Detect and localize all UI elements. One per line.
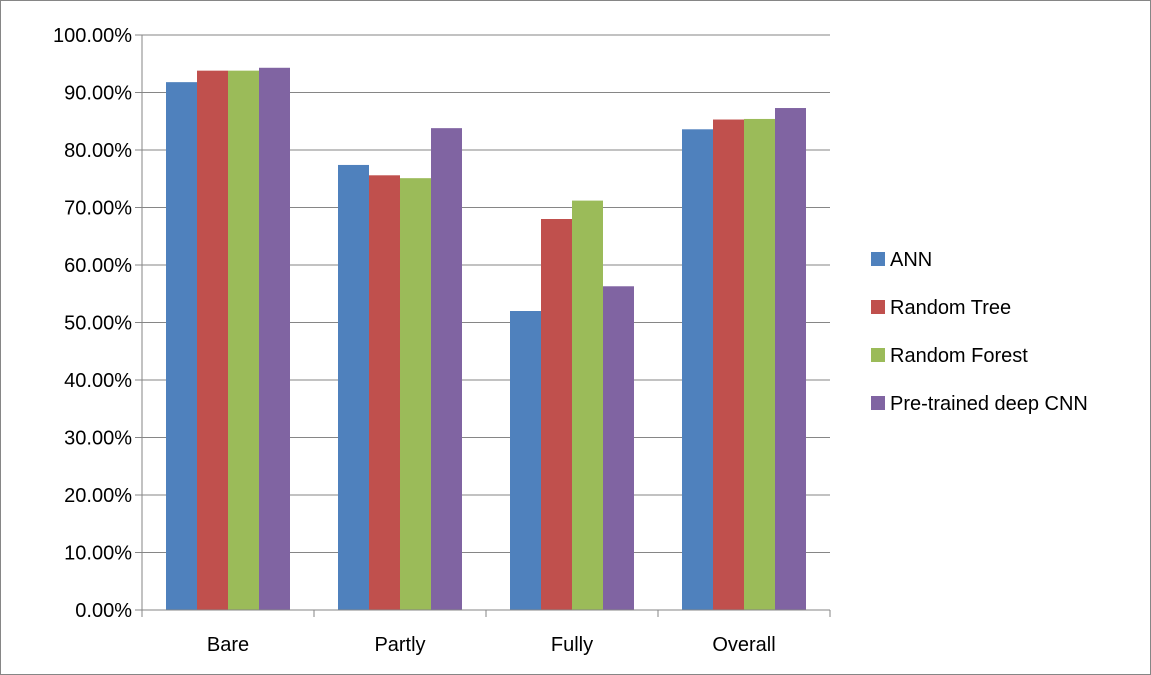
legend-label: Pre-trained deep CNN bbox=[890, 393, 1088, 415]
bar-random-forest-fully bbox=[572, 200, 603, 610]
legend-label: ANN bbox=[890, 249, 932, 271]
legend-swatch bbox=[871, 396, 885, 410]
y-tick-label: 70.00% bbox=[64, 198, 132, 220]
bar-pre-trained-deep-cnn-overall bbox=[775, 108, 806, 611]
legend-swatch bbox=[871, 300, 885, 314]
bar-random-tree-partly bbox=[369, 175, 400, 611]
y-tick-label: 10.00% bbox=[64, 543, 132, 565]
bar-ann-bare bbox=[166, 82, 197, 610]
bar-random-forest-overall bbox=[744, 118, 775, 610]
x-tick-label: Fully bbox=[551, 634, 593, 656]
y-tick-label: 40.00% bbox=[64, 370, 132, 392]
legend-label: Random Forest bbox=[890, 345, 1028, 367]
x-tick-label: Overall bbox=[712, 634, 775, 656]
y-tick-label: 100.00% bbox=[53, 25, 132, 47]
y-tick-label: 50.00% bbox=[64, 313, 132, 335]
x-tick-label: Partly bbox=[374, 634, 425, 656]
bar-random-forest-partly bbox=[400, 178, 431, 611]
y-tick-label: 90.00% bbox=[64, 83, 132, 105]
bar-random-forest-bare bbox=[228, 70, 259, 610]
y-tick-label: 20.00% bbox=[64, 485, 132, 507]
bar-ann-partly bbox=[338, 164, 369, 610]
y-tick-label: 0.00% bbox=[75, 600, 132, 622]
x-tick-label: Bare bbox=[207, 634, 249, 656]
y-tick-label: 30.00% bbox=[64, 428, 132, 450]
legend-swatch bbox=[871, 348, 885, 362]
y-axis-ticks: 0.00% 10.00% 20.00% 30.00% 40.00% 50.00% 60.00… bbox=[53, 25, 142, 622]
y-tick-label: 60.00% bbox=[64, 255, 132, 277]
x-axis-ticks: Bare Partly Fully Overall bbox=[141, 610, 831, 656]
bar-pre-trained-deep-cnn-bare bbox=[259, 67, 290, 610]
bar-random-tree-bare bbox=[197, 70, 228, 610]
bar-ann-fully bbox=[510, 311, 541, 610]
y-tick-label: 80.00% bbox=[64, 140, 132, 162]
bar-pre-trained-deep-cnn-partly bbox=[431, 128, 462, 610]
legend-label: Random Tree bbox=[890, 297, 1011, 319]
bar-pre-trained-deep-cnn-fully bbox=[603, 286, 634, 610]
bars bbox=[166, 67, 806, 611]
legend-swatch bbox=[871, 252, 885, 266]
bar-random-tree-overall bbox=[713, 119, 744, 611]
legend: ANN Random Tree Random Forest Pre-trained d… bbox=[871, 249, 1088, 415]
bar-ann-overall bbox=[682, 129, 713, 611]
bar-random-tree-fully bbox=[541, 219, 572, 610]
